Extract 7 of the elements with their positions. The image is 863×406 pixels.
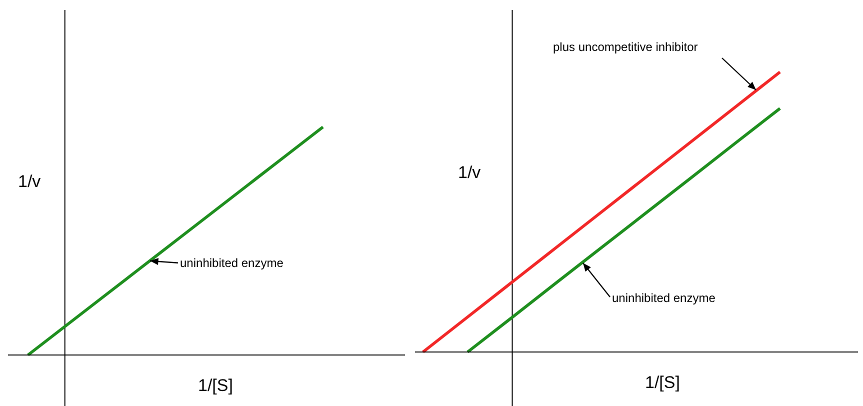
x-axis-title: 1/[S]: [198, 376, 233, 396]
y-axis-title: 1/v: [18, 172, 41, 192]
x-axis-title: 1/[S]: [645, 373, 680, 393]
annotation: uninhibited enzyme: [180, 256, 284, 270]
text: plus uncompetitive inhibitor: [553, 40, 698, 54]
y-axis-title: 1/v: [458, 163, 481, 183]
annotation: uninhibited enzyme: [612, 291, 716, 305]
